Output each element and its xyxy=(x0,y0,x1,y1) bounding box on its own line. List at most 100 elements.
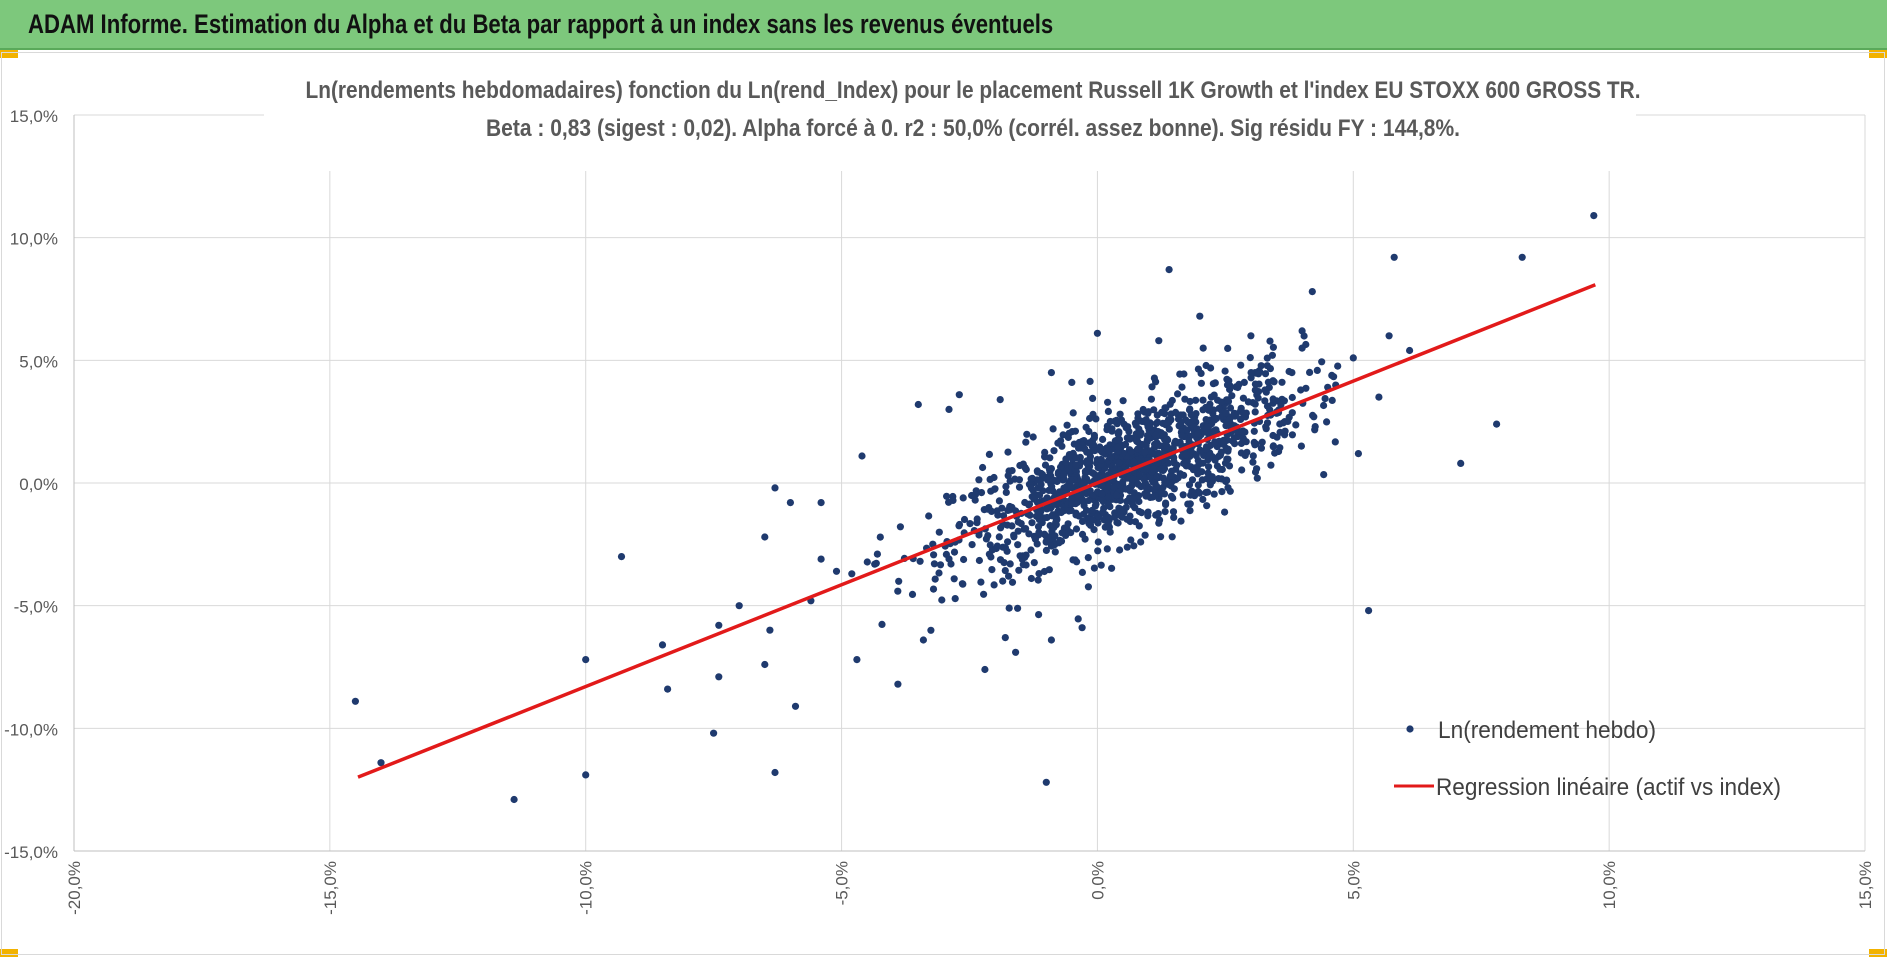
data-point xyxy=(715,621,723,629)
data-point xyxy=(1207,393,1215,401)
data-point xyxy=(1110,483,1118,492)
data-point xyxy=(1174,390,1182,398)
data-point xyxy=(1165,425,1173,433)
data-point xyxy=(1204,423,1212,431)
data-point xyxy=(1001,634,1009,642)
data-point xyxy=(1121,440,1130,448)
data-point xyxy=(1078,624,1086,632)
data-point xyxy=(817,555,825,563)
data-point xyxy=(1108,564,1116,572)
data-point xyxy=(1311,426,1319,434)
data-point xyxy=(1185,437,1193,445)
data-point xyxy=(950,575,958,583)
data-point xyxy=(1098,471,1107,480)
data-point xyxy=(1104,398,1112,406)
data-point xyxy=(1047,369,1055,377)
data-point xyxy=(1119,478,1127,486)
data-point xyxy=(858,452,866,460)
data-point xyxy=(1074,615,1082,623)
data-point xyxy=(1251,408,1259,416)
data-point xyxy=(930,551,938,559)
data-point xyxy=(1068,500,1076,508)
data-point xyxy=(1022,438,1030,446)
data-point xyxy=(1067,476,1075,484)
data-point xyxy=(1010,533,1018,541)
data-point xyxy=(930,560,939,568)
data-point xyxy=(1005,604,1013,612)
data-point xyxy=(1239,394,1247,402)
data-point xyxy=(1089,410,1097,418)
corner-marker-bottom-left xyxy=(0,949,18,957)
data-point xyxy=(1223,476,1231,484)
data-point xyxy=(1100,504,1108,512)
data-point xyxy=(1081,535,1089,543)
data-point xyxy=(1035,611,1043,619)
data-point xyxy=(947,560,955,568)
data-point xyxy=(1230,434,1238,442)
data-point xyxy=(955,391,963,399)
data-point xyxy=(873,550,882,558)
data-point xyxy=(1065,507,1073,515)
data-point xyxy=(1330,373,1338,381)
data-point xyxy=(1141,531,1149,539)
data-point xyxy=(1375,393,1383,401)
data-point xyxy=(1014,541,1022,549)
data-point xyxy=(1251,468,1260,476)
data-point xyxy=(1493,420,1501,428)
data-point xyxy=(1186,397,1194,406)
data-point xyxy=(971,490,980,499)
title-background xyxy=(264,73,1636,171)
data-point xyxy=(1178,432,1186,440)
data-point xyxy=(896,523,905,531)
data-point xyxy=(1008,467,1016,475)
data-point xyxy=(871,560,879,568)
data-point xyxy=(1331,438,1339,446)
data-point xyxy=(1180,370,1188,378)
data-point xyxy=(876,533,884,541)
data-point xyxy=(1261,397,1269,405)
data-point xyxy=(1060,470,1068,479)
data-point xyxy=(1082,506,1091,514)
data-point xyxy=(1268,351,1276,359)
data-point xyxy=(988,566,996,574)
data-point xyxy=(1027,574,1035,583)
data-point xyxy=(1104,520,1112,528)
data-point xyxy=(1116,496,1124,504)
data-point xyxy=(1046,465,1054,473)
data-point xyxy=(1349,354,1357,362)
data-point xyxy=(1000,559,1008,567)
data-point xyxy=(1040,530,1048,538)
data-point xyxy=(1126,435,1134,443)
data-point xyxy=(1261,370,1270,378)
data-point xyxy=(1006,502,1014,511)
data-point xyxy=(977,489,986,497)
data-point xyxy=(1134,445,1142,453)
data-point xyxy=(908,590,917,599)
data-point xyxy=(1135,471,1144,479)
data-point xyxy=(1220,439,1228,447)
data-point xyxy=(1085,496,1093,505)
data-point xyxy=(980,590,988,598)
data-point xyxy=(1115,459,1123,467)
data-point xyxy=(1148,383,1156,391)
data-point xyxy=(1093,329,1101,337)
data-point xyxy=(1085,458,1093,466)
data-point xyxy=(1221,508,1229,516)
x-tick-label: 0,0% xyxy=(1088,861,1107,900)
data-point xyxy=(1064,520,1072,528)
data-point xyxy=(1231,440,1239,448)
data-point xyxy=(1288,431,1296,439)
data-point xyxy=(1269,395,1277,403)
data-point xyxy=(1167,492,1175,500)
data-point xyxy=(986,475,994,483)
data-point xyxy=(995,533,1003,541)
data-point xyxy=(791,702,800,710)
data-point xyxy=(1155,519,1163,527)
data-point xyxy=(1086,487,1094,495)
data-point xyxy=(848,570,856,578)
data-point xyxy=(1270,378,1278,386)
data-point xyxy=(1203,429,1211,437)
data-point xyxy=(1302,340,1310,349)
data-point xyxy=(1137,538,1145,546)
data-point xyxy=(1062,458,1070,466)
